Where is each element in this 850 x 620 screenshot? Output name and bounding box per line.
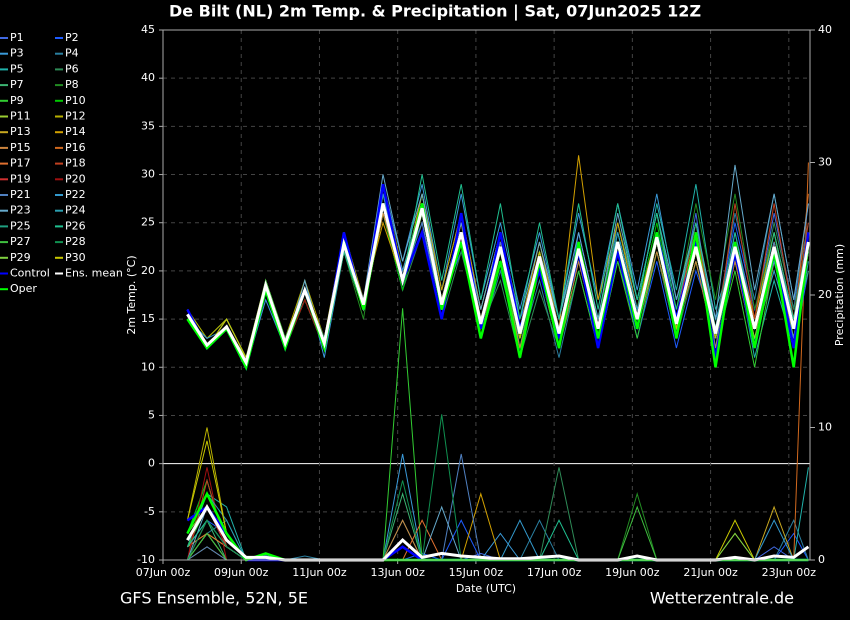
y-tick-label: 0 <box>148 457 155 470</box>
legend-label: P15 <box>10 141 31 154</box>
chart-title: De Bilt (NL) 2m Temp. & Precipitation | … <box>169 2 701 22</box>
legend-label: Oper <box>10 282 37 295</box>
legend-label: P14 <box>65 125 86 138</box>
x-axis-label: Date (UTC) <box>456 582 516 595</box>
legend-label: P7 <box>10 78 24 91</box>
y2-tick-label: 20 <box>818 288 832 301</box>
y-tick-label: 20 <box>141 264 155 277</box>
legend-label: P16 <box>65 141 86 154</box>
footer-right: Wetterzentrale.de <box>650 589 794 608</box>
x-tick-label: 15Jun 00z <box>449 566 504 579</box>
y-tick-label: 10 <box>141 360 155 373</box>
legend-label: P2 <box>65 31 79 44</box>
y-tick-label: -5 <box>144 505 155 518</box>
x-tick-label: 23Jun 00z <box>762 566 817 579</box>
legend-label: P6 <box>65 62 79 75</box>
x-tick-label: 09Jun 00z <box>214 566 269 579</box>
x-tick-label: 11Jun 00z <box>292 566 347 579</box>
y-tick-label: 30 <box>141 168 155 181</box>
legend-label: P24 <box>65 204 86 217</box>
legend-label: P27 <box>10 235 31 248</box>
legend-label: P9 <box>10 94 24 107</box>
legend-label: Ens. mean <box>65 267 123 280</box>
legend-label: P12 <box>65 110 86 123</box>
y2-tick-label: 30 <box>818 156 832 169</box>
legend-label: P10 <box>65 94 86 107</box>
footer-left: GFS Ensemble, 52N, 5E <box>120 589 308 608</box>
legend: P1 P2 P3 P4 P5 P6 P7 P8 P9 P10 P11 P12 P13 P14 P15 P16 P… <box>0 31 123 295</box>
legend-label: P25 <box>10 219 31 232</box>
plot-frame <box>162 29 811 561</box>
legend-label: P23 <box>10 204 31 217</box>
legend-label: P20 <box>65 172 86 185</box>
y-tick-label: 25 <box>141 216 155 229</box>
legend-label: P22 <box>65 188 86 201</box>
legend-label: P21 <box>10 188 31 201</box>
x-tick-label: 21Jun 00z <box>683 566 738 579</box>
y-tick-label: 45 <box>141 23 155 36</box>
temp-line <box>186 203 810 367</box>
legend-label: P18 <box>65 157 86 170</box>
legend-label: P17 <box>10 157 31 170</box>
y2-tick-label: 10 <box>818 421 832 434</box>
y-tick-label: 15 <box>141 312 155 325</box>
legend-label: P3 <box>10 47 24 60</box>
y-axis-label: 2m Temp. (°C) <box>125 255 138 334</box>
legend-label: P26 <box>65 219 86 232</box>
y-tick-label: -10 <box>137 553 155 566</box>
y2-tick-label: 40 <box>818 23 832 36</box>
legend-label: P4 <box>65 47 79 60</box>
x-tick-label: 07Jun 00z <box>136 566 191 579</box>
legend-label: P8 <box>65 78 79 91</box>
legend-label: P11 <box>10 110 31 123</box>
y-tick-label: 35 <box>141 119 155 132</box>
x-tick-label: 13Jun 00z <box>370 566 425 579</box>
y2-tick-label: 0 <box>818 553 825 566</box>
x-tick-label: 19Jun 00z <box>605 566 660 579</box>
y-tick-label: 40 <box>141 71 155 84</box>
legend-label: P19 <box>10 172 31 185</box>
legend-label: P29 <box>10 251 31 264</box>
legend-label: P28 <box>65 235 86 248</box>
x-tick-label: 17Jun 00z <box>527 566 582 579</box>
legend-label: Control <box>10 267 50 280</box>
legend-label: P1 <box>10 31 24 44</box>
legend-label: P5 <box>10 62 24 75</box>
y2-axis-label: Precipitation (mm) <box>833 244 846 346</box>
legend-label: P13 <box>10 125 31 138</box>
legend-label: P30 <box>65 251 86 264</box>
y-tick-label: 5 <box>148 408 155 421</box>
